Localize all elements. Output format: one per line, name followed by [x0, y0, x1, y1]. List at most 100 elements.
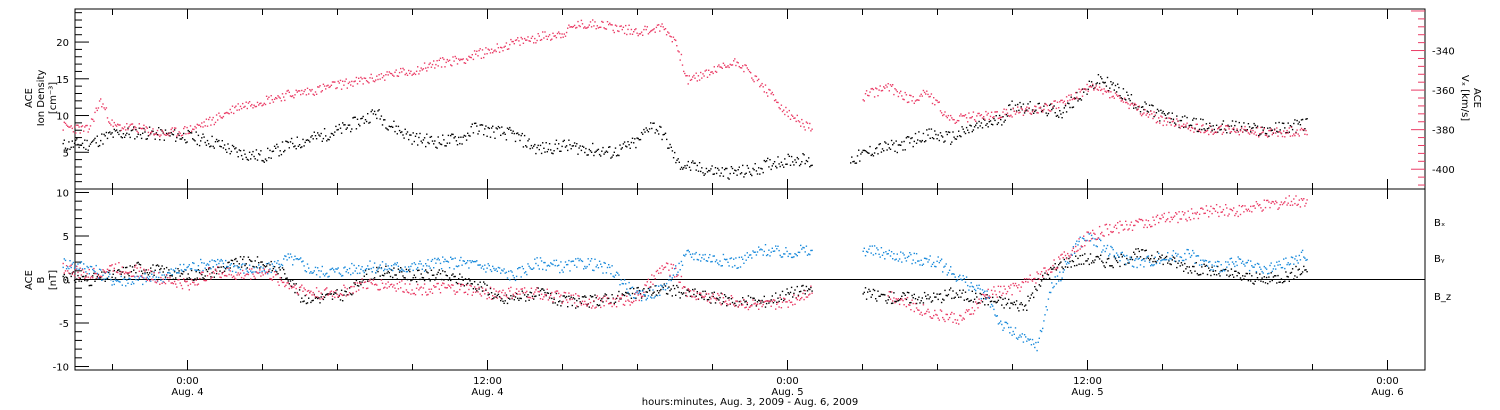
b-series-2-point [218, 262, 220, 265]
b-series-1-point [918, 296, 920, 298]
vx-series-point [1227, 125, 1229, 128]
b-series-1-point [1145, 249, 1147, 251]
b-series-2-point [945, 263, 947, 265]
density-series-point [1293, 122, 1295, 125]
vx-series-point [145, 126, 147, 128]
vx-series-point [252, 107, 254, 109]
vx-series-point [1037, 112, 1039, 114]
b-series-2-point [575, 258, 577, 260]
density-series-point [644, 131, 646, 133]
vx-series-point [1061, 99, 1063, 101]
vx-series-point [995, 111, 997, 113]
b-series-3-point [89, 277, 92, 279]
b-series-2-point [590, 258, 593, 260]
b-series-2-point [1203, 260, 1205, 263]
b-series-2-point [217, 258, 219, 261]
density-series-point [1162, 110, 1164, 113]
vx-series-point [220, 116, 222, 119]
density-series-point [1171, 112, 1173, 114]
density-series-point [648, 128, 651, 130]
density-series-point [850, 162, 852, 164]
vx-series-point [810, 130, 812, 132]
density-series-point [675, 161, 677, 164]
b-series-2-point [964, 281, 967, 283]
b-series-3-point [533, 293, 535, 295]
b-series-2-point [329, 268, 331, 271]
top-right-ticks: -400-380-360-340 [1411, 10, 1455, 186]
vx-series-point [168, 134, 170, 137]
b-series-1-point [975, 292, 977, 295]
b-series-1-point [204, 275, 206, 277]
density-series-point [1306, 118, 1308, 120]
b-series-1-point [196, 277, 198, 279]
b-series-2-point [1169, 257, 1171, 260]
vx-series-point [1213, 132, 1215, 134]
vx-series-point [161, 129, 163, 132]
vx-series-point [1303, 128, 1305, 131]
vx-series-point [792, 115, 794, 117]
b-series-1-point [1026, 309, 1028, 311]
b-series-2-point [975, 289, 977, 292]
b-series-2-point [1173, 260, 1176, 262]
b-series-2-point [397, 265, 400, 267]
density-series-point [1186, 116, 1188, 119]
b-series-2-point [477, 264, 479, 266]
b-series-2-point [914, 262, 917, 264]
b-series-1-point [188, 277, 190, 279]
vx-series-point [1267, 136, 1269, 138]
b-series-3-point [209, 273, 211, 275]
b-series-1-point [498, 296, 501, 298]
density-series-point [240, 154, 243, 157]
density-series-point [748, 171, 751, 173]
vx-series-point [1229, 131, 1231, 133]
b-series-3-point [240, 276, 243, 279]
b-series-1-point [125, 266, 127, 269]
b-series-2-point [921, 264, 923, 266]
b-series-2-point [1133, 266, 1135, 268]
b-series-3-point [354, 282, 356, 284]
density-series-point [654, 132, 656, 134]
b-series-3-point [723, 301, 726, 303]
vx-series-point [1248, 133, 1251, 135]
b-series-2-point [1110, 245, 1112, 248]
density-series-point [1113, 89, 1115, 91]
vx-series-point [533, 42, 535, 44]
b-series-3-point [488, 296, 490, 299]
b-series-3-point [410, 293, 412, 295]
b-series-2-point [1035, 341, 1037, 344]
b-series-2-point [739, 266, 742, 268]
b-series-1-point [939, 293, 942, 295]
b-series-2-point [368, 268, 370, 270]
density-series-point [933, 138, 935, 140]
b-series-1-point [138, 263, 140, 265]
density-series-point [180, 138, 183, 140]
b-series-3-point [647, 278, 650, 281]
b-series-3-point [95, 272, 97, 275]
vx-series-point [756, 79, 759, 82]
density-series-point [547, 148, 550, 151]
vx-series-point [488, 49, 490, 51]
b-series-1-point [445, 274, 447, 276]
vx-series-point [1052, 106, 1054, 108]
density-series-point [88, 145, 90, 147]
b-series-3-point [486, 298, 488, 300]
density-series-point [318, 134, 320, 136]
density-series-point [980, 122, 983, 124]
vx-series-point [1297, 133, 1299, 135]
b-series-3-point [592, 305, 594, 307]
b-series-2-point [1170, 258, 1172, 260]
b-series-2-point [117, 279, 119, 282]
b-series-2-point [325, 273, 327, 275]
density-series-point [1289, 125, 1292, 127]
vx-series-point [621, 28, 623, 31]
density-series-point [1059, 110, 1061, 112]
b-series-2-point [377, 268, 379, 270]
b-series-3-point [587, 303, 589, 305]
vx-series-point [452, 56, 454, 58]
density-series-point [769, 159, 771, 161]
b-series-2-point [687, 249, 689, 251]
b-series-1-point [1031, 292, 1034, 294]
b-series-1-point [964, 291, 967, 293]
b-series-1-point [1105, 261, 1108, 264]
b-series-3-point [259, 269, 261, 271]
